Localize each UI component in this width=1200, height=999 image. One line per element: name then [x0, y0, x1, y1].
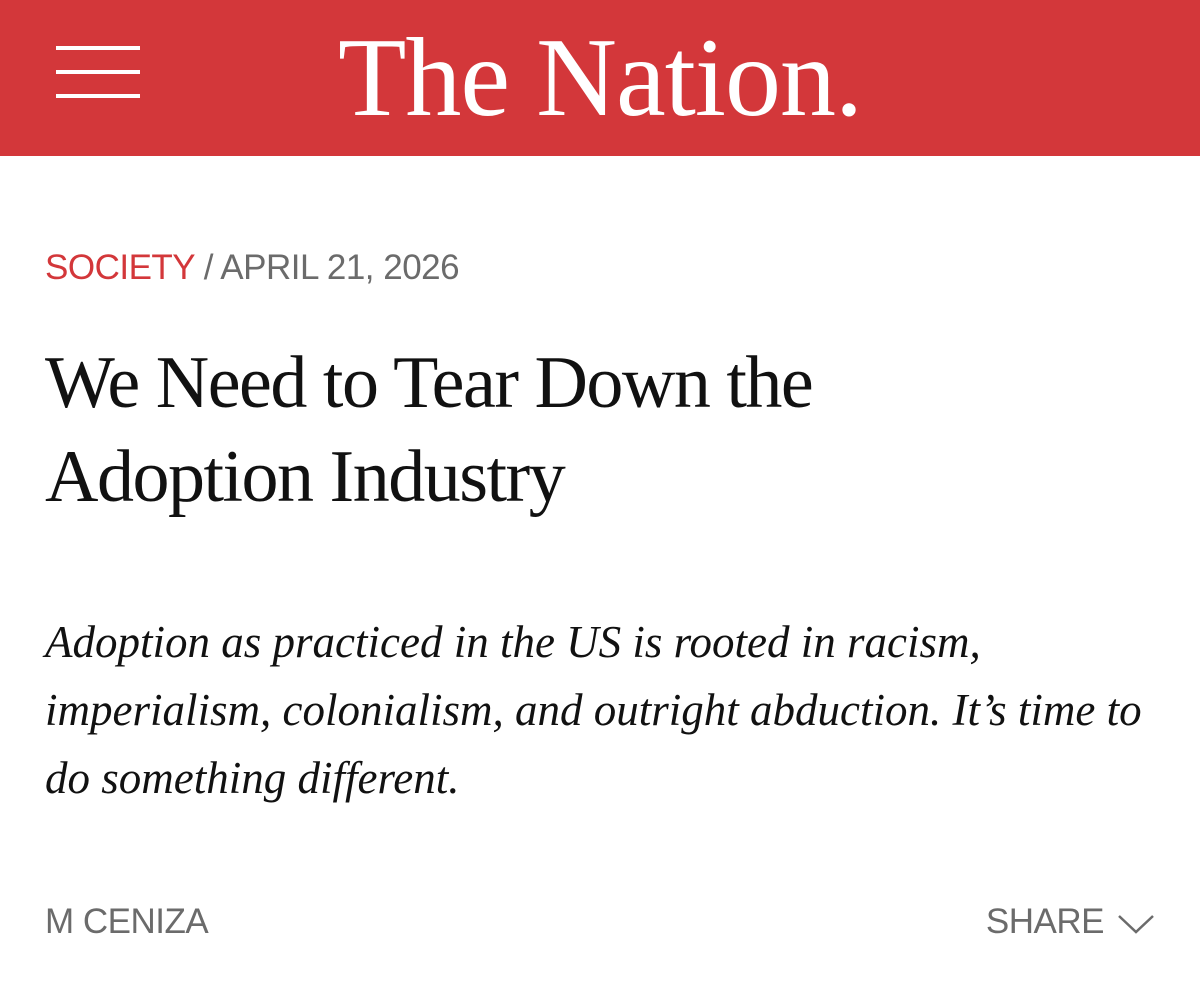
menu-bar	[56, 94, 140, 98]
section-link[interactable]: SOCIETY	[45, 248, 195, 287]
date: APRIL 21, 2026	[220, 248, 460, 287]
menu-button[interactable]	[56, 44, 140, 100]
author[interactable]: M CENIZA	[45, 902, 209, 941]
chevron	[1118, 915, 1154, 934]
site-header: The Nation.	[0, 0, 1200, 156]
article-meta: SOCIETY / APRIL 21, 2026	[45, 246, 460, 290]
menu-bar	[56, 70, 140, 74]
dek: Adoption as practiced in the US is roote…	[45, 617, 1142, 803]
menu-bar	[56, 46, 140, 50]
share-chevron[interactable]	[1116, 910, 1156, 936]
logo[interactable]: The Nation.	[338, 16, 863, 140]
share-button[interactable]: SHARE	[985, 902, 1105, 941]
headline: We Need to Tear Down the Adoption Indust…	[45, 342, 814, 518]
separator: /	[203, 248, 214, 287]
